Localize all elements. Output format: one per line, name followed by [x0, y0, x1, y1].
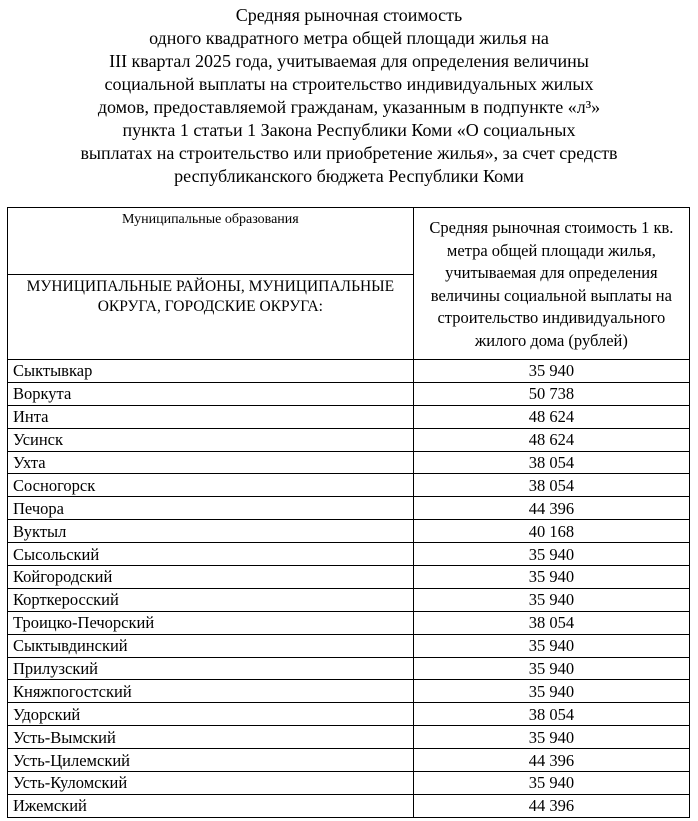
table-row: Инта 48 624: [7, 404, 691, 429]
municipality-name: Сысольский: [7, 542, 414, 567]
cost-value: 38 054: [412, 450, 691, 475]
table-row: Печора 44 396: [7, 496, 691, 521]
table-row: Сысольский 35 940: [7, 542, 691, 567]
cost-value: 38 054: [412, 473, 691, 498]
table-row: Усть-Вымский 35 940: [7, 725, 691, 750]
title-line: III квартал 2025 года, учитываемая для о…: [109, 51, 589, 71]
cost-value: 48 624: [412, 427, 691, 452]
title-line: одного квадратного метра общей площади ж…: [149, 28, 549, 48]
municipality-name: Сосногорск: [7, 473, 414, 498]
municipality-name: Усинск: [7, 427, 414, 452]
municipality-name: Сыктывкар: [7, 359, 414, 383]
table-row: Койгородский 35 940: [7, 565, 691, 589]
title-line: пункта 1 статьи 1 Закона Республики Коми…: [122, 120, 576, 140]
cost-value: 40 168: [412, 519, 691, 544]
municipality-name: Троицко-Печорский: [7, 610, 414, 635]
header-group-districts: МУНИЦИПАЛЬНЫЕ РАЙОНЫ, МУНИЦИПАЛЬНЫЕ ОКРУ…: [7, 274, 414, 360]
table-row: Усть-Цилемский 44 396: [7, 748, 691, 773]
municipality-name: Сыктывдинский: [7, 633, 414, 658]
cost-value: 35 940: [412, 587, 691, 612]
cost-value: 35 940: [412, 771, 691, 795]
cost-table: Муниципальные образования Средняя рыночн…: [7, 207, 691, 818]
header-municipalities: Муниципальные образования: [7, 207, 414, 275]
municipality-name: Княжпогостский: [7, 679, 414, 704]
municipality-name: Прилузский: [7, 656, 414, 681]
cost-value: 35 940: [412, 725, 691, 750]
cost-value: 44 396: [412, 496, 691, 521]
municipality-name: Ижемский: [7, 793, 414, 818]
municipality-name: Корткеросский: [7, 587, 414, 612]
table-row: Корткеросский 35 940: [7, 587, 691, 612]
table-row: Усинск 48 624: [7, 427, 691, 452]
title-line: республиканского бюджета Республики Коми: [174, 166, 524, 186]
cost-value: 35 940: [412, 656, 691, 681]
municipality-name: Печора: [7, 496, 414, 521]
table-row: Сыктывкар 35 940: [7, 359, 691, 383]
cost-value: 44 396: [412, 748, 691, 773]
cost-value: 35 940: [412, 359, 691, 383]
table-row: Удорский 38 054: [7, 702, 691, 727]
title-line: Средняя рыночная стоимость: [235, 5, 463, 25]
municipality-name: Удорский: [7, 702, 414, 727]
title-line: социальной выплаты на строительство инди…: [104, 74, 594, 94]
cost-value: 50 738: [412, 381, 691, 406]
table-row: Ухта 38 054: [7, 450, 691, 475]
table-row: Прилузский 35 940: [7, 656, 691, 681]
cost-value: 35 940: [412, 542, 691, 567]
table-row: Воркута 50 738: [7, 381, 691, 406]
municipality-name: Усть-Вымский: [7, 725, 414, 750]
cost-value: 38 054: [412, 610, 691, 635]
municipality-name: Инта: [7, 404, 414, 429]
municipality-name: Койгородский: [7, 565, 414, 589]
table-row: Троицко-Печорский 38 054: [7, 610, 691, 635]
municipality-name: Усть-Куломский: [7, 771, 414, 795]
cost-value: 35 940: [412, 633, 691, 658]
municipality-name: Вуктыл: [7, 519, 414, 544]
municipality-name: Ухта: [7, 450, 414, 475]
table-row: Вуктыл 40 168: [7, 519, 691, 544]
municipality-name: Усть-Цилемский: [7, 748, 414, 773]
cost-value: 38 054: [412, 702, 691, 727]
cost-value: 48 624: [412, 404, 691, 429]
table-row: Княжпогостский 35 940: [7, 679, 691, 704]
table-row: Сосногорск 38 054: [7, 473, 691, 498]
document-title: Средняя рыночная стоимость одного квадрат…: [0, 4, 698, 188]
table-row: Усть-Куломский 35 940: [7, 771, 691, 795]
cost-value: 35 940: [412, 679, 691, 704]
cost-value: 35 940: [412, 565, 691, 589]
header-average-cost: Средняя рыночная стоимость 1 кв. метра о…: [412, 207, 691, 360]
table-row: Сыктывдинский 35 940: [7, 633, 691, 658]
title-line: выплатах на строительство или приобретен…: [80, 143, 618, 163]
municipality-name: Воркута: [7, 381, 414, 406]
cost-value: 44 396: [412, 793, 691, 818]
table-row: Ижемский 44 396: [7, 793, 691, 818]
title-line: домов, предоставляемой гражданам, указан…: [97, 97, 601, 117]
